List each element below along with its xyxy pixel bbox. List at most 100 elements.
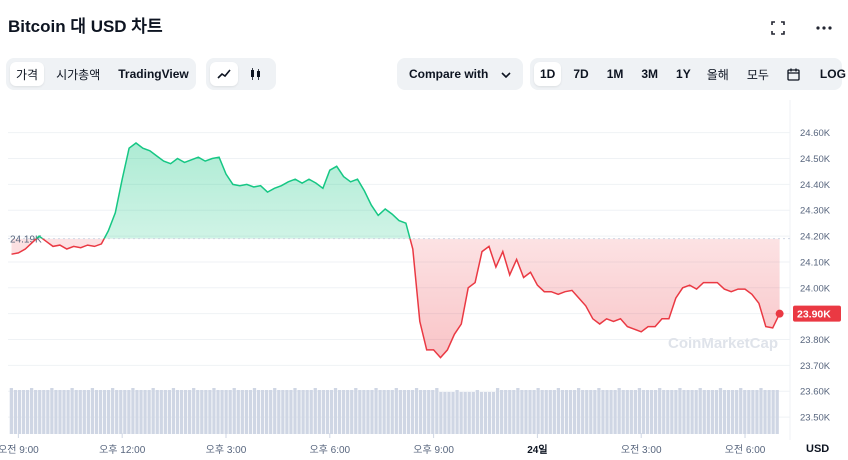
volume-bar: [305, 390, 309, 434]
volume-bar: [427, 390, 431, 434]
y-tick-label: 24.20K: [800, 232, 831, 243]
volume-bar: [244, 390, 249, 434]
current-price-dot: [775, 309, 784, 318]
volume-bar: [34, 390, 38, 434]
volume-bar: [374, 388, 378, 434]
volume-bar: [9, 388, 13, 434]
volume-bar: [135, 390, 139, 434]
range-1m[interactable]: 1M: [606, 67, 624, 81]
volume-bar: [431, 390, 435, 434]
volume-bar: [273, 388, 277, 434]
volume-bar: [649, 390, 654, 434]
tab-price[interactable]: 가격: [10, 62, 45, 86]
range-3m[interactable]: 3M: [641, 67, 659, 81]
log-toggle[interactable]: LOG: [819, 67, 846, 81]
compare-dropdown[interactable]: Compare with: [397, 58, 523, 90]
view-tab-group: 가격 시가총액 TradingView: [6, 58, 196, 90]
volume-bar: [350, 390, 354, 434]
volume-bar: [260, 390, 265, 434]
volume-bar: [467, 392, 471, 434]
volume-bar: [285, 390, 289, 434]
more-options-icon[interactable]: [814, 18, 834, 38]
volume-bar: [252, 388, 257, 434]
y-tick-label: 24.10K: [800, 257, 831, 268]
volume-bar: [540, 390, 544, 434]
volume-bar: [212, 388, 216, 434]
chart-type-group: [206, 58, 276, 90]
volume-bar: [654, 390, 658, 434]
volume-bar: [613, 390, 617, 434]
volume-bar: [159, 390, 163, 434]
volume-bar: [123, 390, 127, 434]
volume-bar: [382, 390, 386, 434]
volume-bar: [155, 390, 159, 434]
price-chart-svg: CoinMarketCap 24.19K 24.60K 24.50K 24.40K 2…: [0, 100, 841, 456]
current-price-tag: [793, 305, 841, 322]
range-1y[interactable]: 1Y: [676, 67, 691, 81]
volume-bar: [139, 390, 143, 434]
price-chart[interactable]: CoinMarketCap 24.19K 24.60K 24.50K 24.40K 2…: [0, 100, 848, 460]
volume-bar: [658, 388, 662, 434]
y-tick-label: 23.50K: [800, 413, 831, 424]
volume-bar: [78, 390, 82, 434]
line-chart-icon[interactable]: [210, 62, 238, 86]
tab-tradingview[interactable]: TradingView: [118, 67, 189, 81]
range-all[interactable]: 모두: [746, 67, 769, 82]
volume-bar: [536, 388, 540, 434]
range-ytd[interactable]: 올해: [706, 67, 729, 82]
volume-bar: [25, 390, 30, 434]
tab-market-cap[interactable]: 시가총액: [56, 67, 101, 82]
volume-bar: [581, 390, 585, 434]
volume-bar: [358, 390, 362, 434]
volume-bar: [722, 390, 727, 434]
chevron-down-icon: [501, 65, 511, 83]
fullscreen-icon[interactable]: [768, 18, 788, 38]
volume-bar: [362, 390, 366, 434]
volume-bar: [637, 388, 642, 434]
x-tick-label: 오전 3:00: [621, 444, 662, 456]
volume-bar: [572, 390, 577, 434]
volume-bar: [289, 390, 293, 434]
volume-bar: [183, 390, 188, 434]
volume-bar: [265, 390, 269, 434]
candlestick-icon[interactable]: [242, 62, 270, 86]
volume-bar: [216, 390, 220, 434]
volume-bar: [66, 390, 70, 434]
volume-bar: [564, 390, 569, 434]
range-selector: 1D 7D 1M 3M 1Y 올해 모두 LOG: [530, 58, 846, 90]
volume-bar: [179, 390, 184, 434]
volume-bar: [402, 390, 407, 434]
y-tick-label: 24.40K: [800, 180, 831, 191]
volume-bar: [735, 390, 739, 434]
volume-bar: [568, 390, 573, 434]
volume-bar: [775, 390, 779, 434]
volume-bar: [483, 392, 488, 434]
volume-bar: [560, 390, 565, 434]
volume-bar: [236, 390, 240, 434]
volume-bar: [479, 392, 484, 434]
calendar-icon[interactable]: [781, 62, 806, 86]
volume-bar: [739, 388, 743, 434]
volume-bar: [463, 392, 467, 434]
volume-bar: [633, 390, 637, 434]
range-7d[interactable]: 7D: [573, 67, 589, 81]
volume-bar: [455, 390, 459, 434]
volume-bar: [451, 392, 455, 434]
volume-bar: [714, 390, 719, 434]
volume-bar: [597, 388, 601, 434]
volume-bar: [313, 388, 317, 434]
area-above-baseline: [36, 143, 411, 239]
range-1d[interactable]: 1D: [534, 62, 562, 86]
y-tick-label: 24.30K: [800, 206, 831, 217]
volume-bar: [386, 390, 390, 434]
x-tick-label: 오후 3:00: [206, 444, 247, 456]
volume-bar: [58, 390, 62, 434]
volume-bar: [767, 390, 771, 434]
y-tick-label: 23.80K: [800, 335, 831, 346]
volume-bar: [62, 390, 66, 434]
volume-bar: [763, 390, 767, 434]
volume-bar: [552, 390, 556, 434]
volume-bar: [674, 390, 678, 434]
volume-bar: [751, 390, 755, 434]
volume-bar: [115, 390, 119, 434]
